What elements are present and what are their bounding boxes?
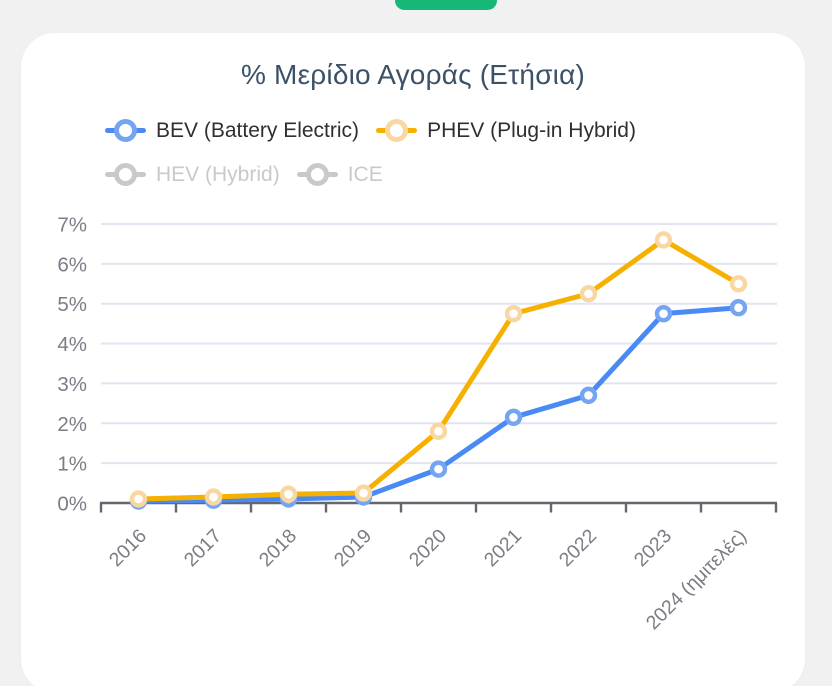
chart-title: % Μερίδιο Αγοράς (Ετήσια) [240,59,586,90]
svg-text:2023: 2023 [630,525,676,571]
svg-text:2%: 2% [57,413,87,436]
legend-line-circle-icon [376,117,418,144]
legend-item-phev[interactable]: PHEV (Plug-in Hybrid) [376,117,636,144]
svg-text:5%: 5% [57,293,87,316]
legend-item-label: HEV (Hybrid) [156,162,280,186]
svg-text:4%: 4% [57,333,87,356]
svg-text:2016: 2016 [105,525,151,571]
legend-item-hev[interactable]: HEV (Hybrid) [105,161,280,188]
legend-item-bev[interactable]: BEV (Battery Electric) [105,117,359,144]
legend-item-label: PHEV (Plug-in Hybrid) [427,118,636,142]
svg-text:2021: 2021 [480,525,526,571]
legend-item-label: BEV (Battery Electric) [156,118,360,142]
svg-text:0%: 0% [57,493,87,516]
svg-text:2020: 2020 [405,525,451,571]
chart-svg: 0% 1% 2% 3% 4% 5% 6% 7% 2016 2017 2018 2019 2020 2021… [57,214,778,634]
svg-text:1%: 1% [57,453,87,476]
svg-text:7%: 7% [57,214,87,237]
legend-line-circle-icon [296,161,338,188]
legend-item-ice[interactable]: ICE [296,161,383,188]
legend-line-circle-icon [105,161,146,188]
svg-text:2018: 2018 [255,525,301,571]
top-tab-indicator[interactable] [395,0,497,10]
chart-legend: BEV (Battery Electric) PHEV (Plug-in Hybr… [105,117,721,188]
legend-line-circle-icon [105,117,146,144]
chart-card: % Μερίδιο Αγοράς (Ετήσια) BEV (Battery E… [21,33,805,686]
svg-text:2019: 2019 [330,525,376,571]
legend-item-label: ICE [347,162,383,186]
svg-text:3%: 3% [57,373,87,396]
svg-text:6%: 6% [57,253,87,276]
svg-text:2017: 2017 [180,525,226,571]
chart-plot-area[interactable]: 0% 1% 2% 3% 4% 5% 6% 7% 2016 2017 2018 2019 2020 2021… [21,210,805,686]
svg-text:2022: 2022 [555,525,601,571]
